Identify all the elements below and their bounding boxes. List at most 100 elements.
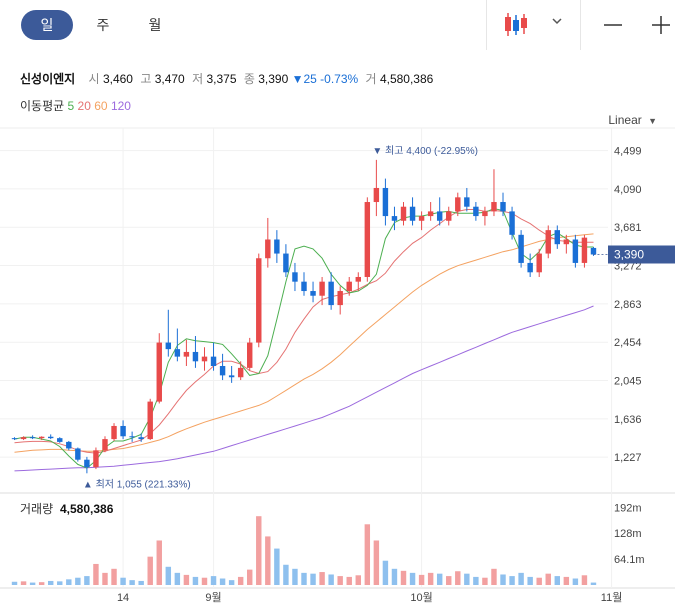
candle-body [373, 187, 380, 203]
volume-bar [581, 575, 588, 585]
y-tick-label: 3,681 [614, 222, 642, 234]
candle-body [256, 258, 262, 343]
candle-body [265, 239, 271, 259]
max-price-annotation: ▼ 최고 4,400 (-22.95%) [372, 145, 478, 157]
volume-bar [47, 580, 54, 585]
candle-body [455, 197, 461, 212]
volume-bar [310, 573, 316, 585]
volume-bar [491, 568, 497, 585]
ma60-label: 60 [94, 99, 108, 113]
tab-day[interactable]: 일 [21, 10, 73, 40]
candlestick-icon [505, 13, 527, 36]
candle-body [93, 450, 99, 468]
tab-week[interactable]: 주 [96, 17, 110, 33]
chevron-down-icon: ▼ [648, 116, 657, 126]
high-value: 3,470 [154, 72, 185, 86]
volume-bar [247, 569, 253, 585]
ma5-line [14, 208, 594, 469]
volume-bar [102, 572, 108, 585]
scale-label: Linear [608, 113, 642, 127]
volume-bar [328, 574, 334, 585]
x-tick-label: 11월 [601, 591, 623, 604]
candle-body [228, 375, 235, 378]
candle-body [382, 187, 389, 217]
candle-body [29, 437, 36, 439]
volume-bar [545, 573, 551, 585]
candle-body [500, 202, 506, 212]
ma120-line [14, 305, 594, 472]
volume-tick-label: 64.1m [614, 554, 645, 566]
open-value: 3,460 [102, 72, 133, 86]
min-price-annotation: ▲ 최저 1,055 (221.33%) [83, 478, 191, 490]
volume-bar [11, 581, 18, 585]
candle-body [183, 351, 190, 357]
change-value: ▼25 -0.73% [291, 72, 359, 86]
volume-tick-label: 192m [614, 502, 642, 514]
chart-type-selector[interactable] [500, 10, 580, 40]
volume-panel-title: 거래량 [20, 502, 53, 516]
candle-body [174, 349, 181, 357]
candle-body [319, 281, 325, 296]
volume-bar [464, 573, 470, 585]
ma5-label: 5 [67, 99, 75, 113]
candle-body [147, 401, 153, 440]
candle-body [57, 438, 63, 442]
scale-selector[interactable]: Linear ▼ [608, 113, 657, 127]
candle-body [192, 351, 199, 362]
current-price-label: 3,390 [614, 247, 644, 261]
x-tick-label: 10월 [410, 591, 432, 604]
toolbar-divider [486, 0, 487, 50]
candle-body [581, 237, 588, 263]
candle-body [482, 211, 488, 217]
volume-bar [165, 566, 172, 585]
low-label: 저 [192, 72, 204, 86]
volume-bar [337, 576, 343, 585]
volume-bar [436, 573, 443, 585]
volume-bar [237, 576, 244, 585]
candle-body [409, 206, 416, 221]
volume-bar [482, 577, 488, 585]
volume-bar [129, 580, 135, 585]
volume-bar [292, 568, 298, 585]
volume-bar [256, 516, 262, 585]
candle-body [120, 425, 126, 437]
candle-body [138, 437, 144, 440]
candle-body [156, 342, 162, 402]
volume-bar [373, 540, 380, 585]
volume-label: 거 [365, 72, 377, 86]
volume-bar [84, 576, 90, 585]
candle-body [509, 211, 515, 235]
volume-bar [201, 577, 208, 585]
volume-bar [509, 576, 515, 585]
candle-body [536, 253, 542, 273]
zoom-in-icon[interactable] [648, 12, 674, 38]
volume-bar [518, 572, 524, 585]
ma20-line [14, 209, 594, 454]
zoom-out-icon[interactable] [600, 12, 626, 38]
tab-month[interactable]: 월 [148, 17, 162, 33]
volume-bar [382, 560, 389, 585]
volume-bar [156, 540, 162, 585]
volume-bar [274, 548, 280, 585]
candle-body [572, 239, 579, 263]
volume-bar [473, 576, 479, 585]
toolbar-divider [580, 0, 581, 50]
candle-body [219, 366, 226, 376]
volume-bar [427, 572, 434, 585]
candle-body [165, 342, 172, 350]
volume-panel-value: 4,580,386 [60, 502, 114, 516]
candle-body [464, 197, 470, 207]
volume-bar [29, 582, 36, 585]
candle-body [491, 202, 497, 212]
volume-bar [446, 576, 452, 585]
high-label: 고 [140, 72, 152, 86]
volume-bar [283, 564, 289, 585]
volume-bar [174, 572, 181, 585]
y-tick-label: 2,863 [614, 299, 642, 311]
volume-value: 4,580,386 [379, 72, 434, 86]
volume-bar [563, 576, 570, 585]
ma20-label: 20 [77, 99, 91, 113]
candle-body [473, 206, 479, 217]
volume-bar [355, 575, 361, 585]
